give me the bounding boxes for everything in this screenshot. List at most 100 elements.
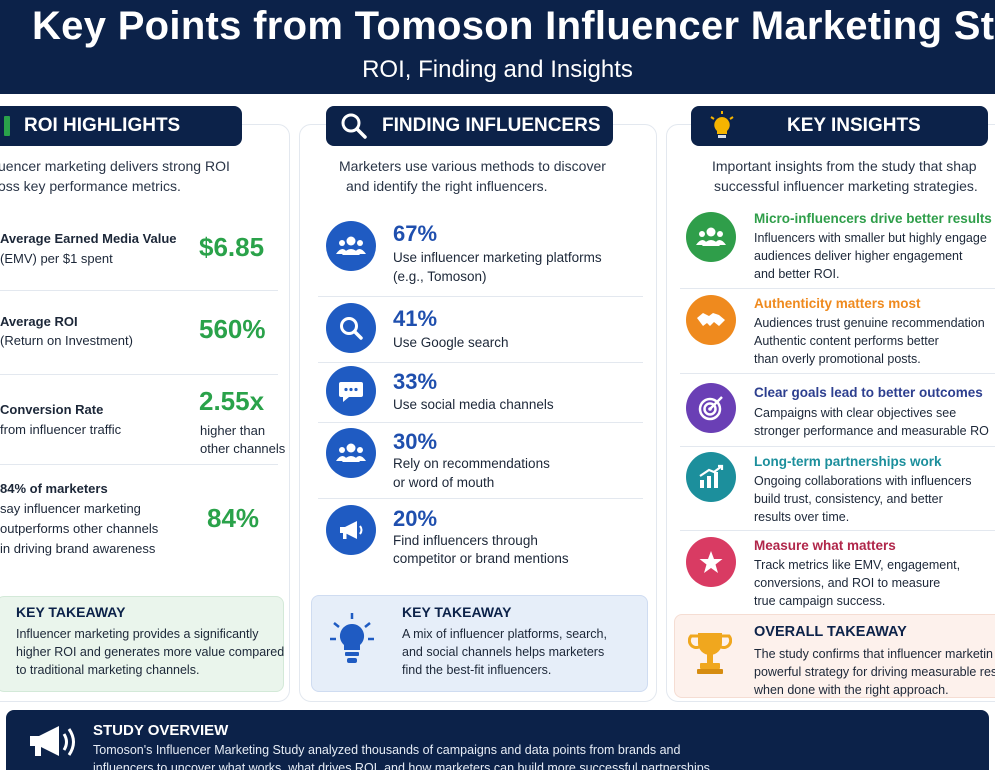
roi-intro-1: uencer marketing delivers strong ROI (0, 158, 230, 174)
insight-2-line2: Authentic content performs better (754, 334, 939, 348)
insight-5-line2: conversions, and ROI to measure (754, 576, 941, 590)
finding-item-5-line1: Find influencers through (393, 533, 538, 548)
star-icon (686, 537, 736, 587)
study-overview-line1: Tomoson's Influencer Marketing Study ana… (93, 743, 681, 757)
roi-item-4-value: 84% (207, 503, 260, 533)
roi-item-1-line2: (EMV) per $1 spent (0, 251, 113, 266)
roi-icon (4, 116, 10, 136)
insight-1-line2: audiences deliver higher engagement (754, 249, 963, 263)
insight-4-line2: build trust, consistency, and better (754, 492, 943, 506)
finding-item-1-line1: Use influencer marketing platforms (393, 250, 602, 265)
finding-item-1-pct: 67% (393, 221, 438, 246)
finding-item-3-pct: 33% (393, 369, 438, 394)
roi-takeaway-line1: Influencer marketing provides a signific… (16, 627, 259, 641)
finding-divider-1 (318, 296, 643, 297)
roi-intro-2: oss key performance metrics. (0, 178, 181, 194)
finding-item-5-pct: 20% (393, 506, 438, 531)
insights-divider-4 (680, 530, 995, 531)
finding-item-5-line2: competitor or brand mentions (393, 551, 569, 566)
insight-5-line1: Track metrics like EMV, engagement, (754, 558, 961, 572)
roi-divider-3 (0, 464, 278, 465)
overall-takeaway-line2: powerful strategy for driving measurable… (754, 665, 995, 679)
roi-item-3-line2: from influencer traffic (0, 422, 122, 437)
roi-item-3-line1: Conversion Rate (0, 402, 104, 417)
lightbulb-icon (330, 613, 374, 672)
insights-divider-1 (680, 288, 995, 289)
insight-2-line3: than overly promotional posts. (754, 352, 921, 366)
roi-heading: ROI HIGHLIGHTS (24, 115, 181, 136)
insight-3-line1: Campaigns with clear objectives see (754, 406, 957, 420)
insight-4-line1: Ongoing collaborations with influencers (754, 474, 972, 488)
finding-item-2-pct: 41% (393, 306, 438, 331)
roi-item-2-line2: (Return on Investment) (0, 333, 133, 348)
target-icon (686, 383, 736, 433)
insights-heading-pill: KEY INSIGHTS (691, 106, 988, 146)
roi-item-4-line3: outperforms other channels (0, 521, 159, 536)
handshake-icon (686, 295, 736, 345)
overall-takeaway-title: OVERALL TAKEAWAY (754, 624, 907, 640)
finding-heading-pill: FINDING INFLUENCERS (326, 106, 613, 146)
header-banner: Key Points from Tomoson Influencer Marke… (0, 0, 995, 94)
insight-3-title: Clear goals lead to better outcomes (754, 385, 983, 400)
page-title: Key Points from Tomoson Influencer Marke… (32, 4, 995, 48)
roi-takeaway-box (0, 596, 284, 692)
trophy-icon (687, 630, 733, 681)
search-icon (340, 112, 368, 140)
insights-intro-2: successful influencer marketing strategi… (714, 178, 978, 194)
insights-divider-2 (680, 373, 995, 374)
roi-takeaway-title: KEY TAKEAWAY (16, 604, 126, 620)
insight-1-title: Micro-influencers drive better results (754, 211, 992, 226)
roi-item-3-sub2: other channels (200, 441, 286, 456)
growth-chart-icon (686, 452, 736, 502)
roi-takeaway-line3: to traditional marketing channels. (16, 663, 200, 677)
roi-item-4-line1: 84% of marketers (0, 481, 108, 496)
insight-5-title: Measure what matters (754, 538, 896, 553)
roi-item-2-line1: Average ROI (0, 314, 78, 329)
roi-item-1-line1: Average Earned Media Value (0, 231, 177, 246)
finding-takeaway-line3: find the best-fit influencers. (402, 663, 552, 677)
megaphone-icon (326, 505, 376, 555)
overall-takeaway-line1: The study confirms that influencer marke… (754, 647, 993, 661)
finding-heading: FINDING INFLUENCERS (382, 115, 601, 136)
finding-divider-4 (318, 498, 643, 499)
finding-takeaway-line1: A mix of influencer platforms, search, (402, 627, 607, 641)
insight-4-title: Long-term partnerships work (754, 454, 942, 469)
finding-item-1-line2: (e.g., Tomoson) (393, 269, 487, 284)
roi-item-4-line4: in driving brand awareness (0, 541, 156, 556)
people-icon (326, 428, 376, 478)
insights-heading: KEY INSIGHTS (787, 115, 921, 136)
finding-item-3-line1: Use social media channels (393, 397, 554, 412)
group-icon (686, 212, 736, 262)
insight-4-line3: results over time. (754, 510, 850, 524)
finding-takeaway-title: KEY TAKEAWAY (402, 604, 512, 620)
roi-item-3-sub1: higher than (200, 423, 266, 438)
finding-divider-3 (318, 422, 643, 423)
roi-divider-1 (0, 290, 278, 291)
finding-takeaway-box (311, 595, 648, 692)
megaphone-icon (26, 724, 76, 765)
group-icon (326, 221, 376, 271)
lightbulb-icon (709, 111, 735, 141)
finding-item-4-line1: Rely on recommendations (393, 456, 550, 471)
roi-item-2-value: 560% (199, 314, 266, 344)
insight-1-line3: and better ROI. (754, 267, 840, 281)
roi-item-3-value: 2.55x (199, 386, 265, 416)
roi-item-1-value: $6.85 (199, 232, 265, 262)
finding-intro-1: Marketers use various methods to discove… (339, 158, 606, 174)
insights-divider-3 (680, 446, 995, 447)
chat-icon (326, 366, 376, 416)
finding-takeaway-line2: and social channels helps marketers (402, 645, 605, 659)
roi-heading-pill: ROI HIGHLIGHTS (0, 106, 242, 146)
search-icon (326, 303, 376, 353)
overall-takeaway-line3: when done with the right approach. (754, 683, 949, 697)
insight-2-line1: Audiences trust genuine recommendation (754, 316, 985, 330)
roi-takeaway-line2: higher ROI and generates more value comp… (16, 645, 285, 659)
insight-5-line3: true campaign success. (754, 594, 886, 608)
page-subtitle: ROI, Finding and Insights (362, 56, 633, 83)
finding-item-4-pct: 30% (393, 429, 438, 454)
finding-intro-2: and identify the right influencers. (346, 178, 548, 194)
insight-2-title: Authenticity matters most (754, 296, 921, 311)
insight-1-line1: Influencers with smaller but highly enga… (754, 231, 987, 245)
study-overview-title: STUDY OVERVIEW (93, 722, 229, 739)
roi-divider-2 (0, 374, 278, 375)
